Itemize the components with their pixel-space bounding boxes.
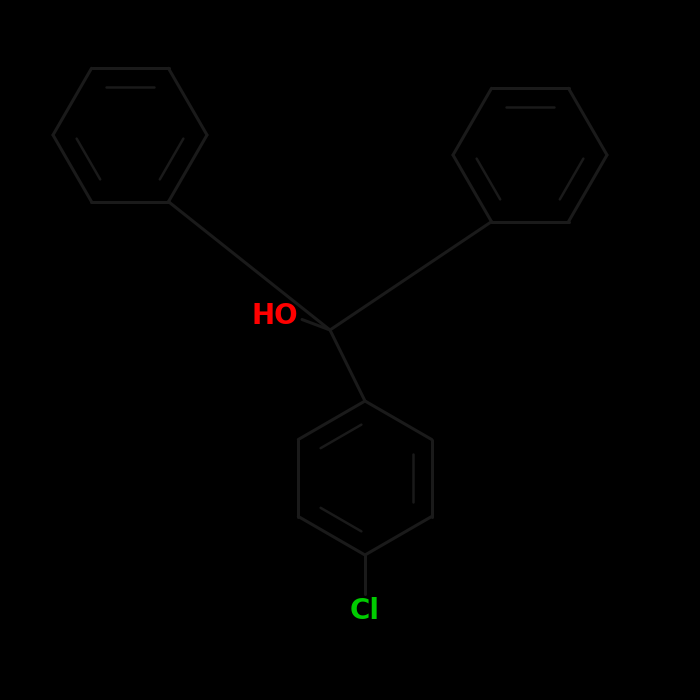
Text: Cl: Cl: [350, 597, 380, 625]
Text: HO: HO: [252, 302, 298, 330]
